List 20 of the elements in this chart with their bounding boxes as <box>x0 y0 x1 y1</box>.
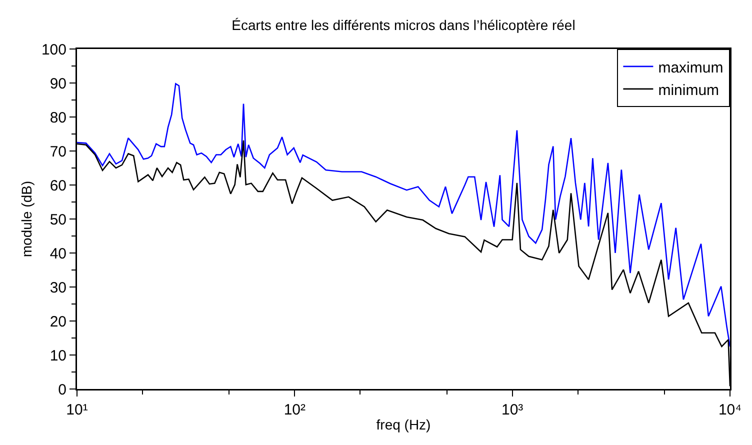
y-tick-label: 40 <box>50 245 66 262</box>
legend-label: maximum <box>658 59 724 76</box>
x-tick-label: 10¹ <box>66 402 88 418</box>
y-tick-label: 100 <box>41 41 66 58</box>
y-tick-label: 90 <box>50 75 66 92</box>
y-tick-label: 70 <box>50 143 66 160</box>
y-axis-title: module (dB) <box>18 180 34 258</box>
y-tick-label: 50 <box>50 211 66 228</box>
y-tick-label: 30 <box>50 279 66 296</box>
y-tick-label: 20 <box>50 313 66 330</box>
y-tick-label: 60 <box>50 177 66 194</box>
x-tick-label: 10² <box>284 402 306 418</box>
x-axis-title: freq (Hz) <box>376 416 431 433</box>
y-tick-label: 0 <box>58 381 66 398</box>
x-tick-label: 10³ <box>501 402 524 418</box>
y-tick-label: 10 <box>50 347 66 364</box>
x-tick-label: 10⁴ <box>718 402 742 418</box>
y-tick-label: 80 <box>50 109 66 126</box>
chart-title: Écarts entre les différents micros dans l’hélicoptère réel <box>232 16 576 33</box>
legend-label: minimum <box>658 82 720 99</box>
